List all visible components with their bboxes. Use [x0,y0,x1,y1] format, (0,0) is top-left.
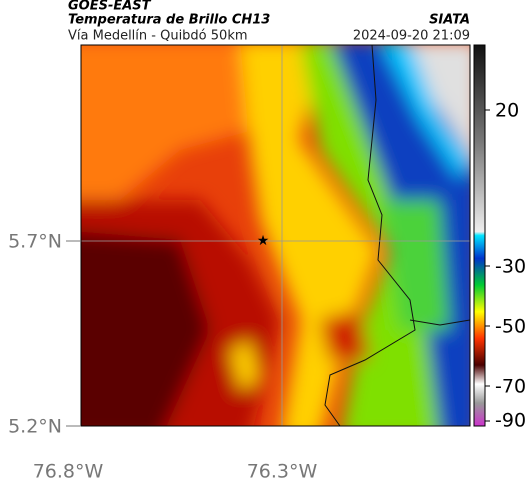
colorbar-tick-label: -30 [495,256,526,278]
timestamp: 2024-09-20 21:09 [353,29,470,44]
product-title: Temperatura de Brillo CH13 [68,13,270,28]
colorbar-tick-label: -50 [495,316,526,338]
temperature-field [81,45,470,426]
colorbar-tick-label: -70 [495,376,526,398]
colorbar-tick-label: -90 [495,410,526,432]
colorbar [473,44,486,427]
satellite-title: GOES-EAST [68,0,152,14]
lon-label: 76.3°W [247,461,318,483]
colorbar-tick-label: 20 [495,100,519,122]
location-star: ★ [257,233,270,249]
lon-label: 76.8°W [33,461,104,483]
source-label: SIATA [429,13,470,28]
lat-label: 5.2°N [8,416,62,438]
subtitle: Vía Medellín - Quibdó 50km [68,29,248,44]
lat-label: 5.7°N [8,231,62,253]
colorbar-ticks: 20 -30 -50 -70 -90 [485,100,526,432]
